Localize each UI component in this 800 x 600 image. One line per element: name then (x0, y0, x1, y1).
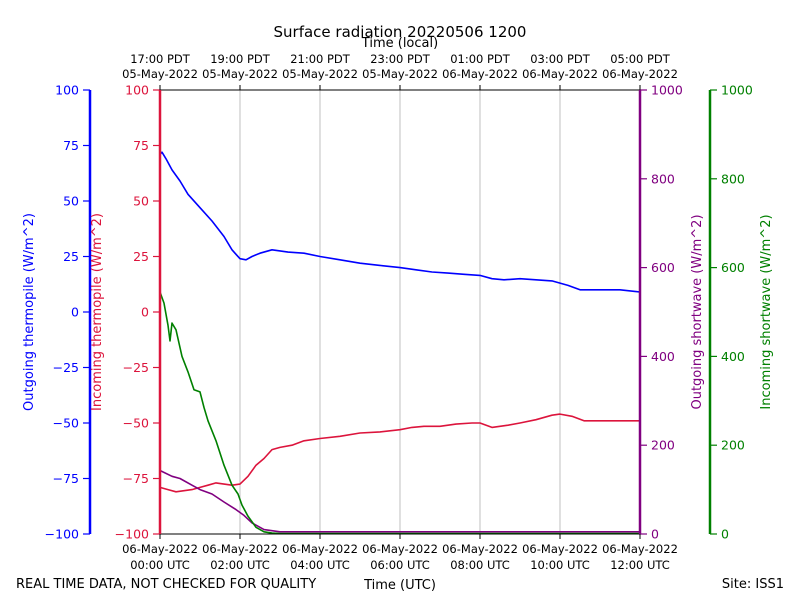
x-tick-label-utc-time: 10:00 UTC (530, 558, 590, 572)
x-tick-label-utc-date: 06-May-2022 (522, 542, 598, 556)
x-tick-label-utc-time: 06:00 UTC (370, 558, 430, 572)
x-tick-label-utc-date: 06-May-2022 (122, 542, 198, 556)
chart-title: Surface radiation 20220506 1200 (274, 23, 527, 41)
y-axis-title-in_sw: Incoming shortwave (W/m^2) (759, 214, 774, 409)
y-tick-label-in_thermo: −75 (123, 471, 149, 486)
y-tick-label-out_thermo: −50 (53, 416, 79, 431)
x-tick-label-local-date: 05-May-2022 (282, 67, 358, 81)
y-tick-label-in_thermo: 100 (125, 83, 149, 98)
grid-lines (239, 90, 561, 534)
x-tick-label-utc-date: 06-May-2022 (442, 542, 518, 556)
y-tick-label-out_thermo: −100 (45, 527, 79, 542)
x-tick-label-local-date: 05-May-2022 (362, 67, 438, 81)
y-axis-title-in_thermo: Incoming thermopile (W/m^2) (90, 213, 105, 411)
y-tick-label-out_thermo: 100 (55, 83, 79, 98)
y-tick-label-out_thermo: −75 (53, 471, 79, 486)
y-tick-label-in_thermo: 25 (133, 249, 149, 264)
x-tick-label-local-time: 01:00 PDT (450, 52, 511, 66)
y-tick-label-in_thermo: 75 (133, 138, 149, 153)
x-tick-label-utc-time: 00:00 UTC (130, 558, 190, 572)
y-tick-label-out_sw: 200 (651, 438, 675, 453)
series-line-out_sw (159, 469, 640, 533)
x-tick-label-local-time: 17:00 PDT (130, 52, 191, 66)
x-tick-layer: 06-May-2022 00:00 UTC 06-May-2022 02:00 UTC… (122, 52, 678, 572)
quality-notice: REAL TIME DATA, NOT CHECKED FOR QUALITY (16, 577, 316, 592)
top-axis-label: Time (local) (361, 36, 438, 51)
x-axis-label: Time (UTC) (363, 578, 436, 593)
y-tick-label-in_sw: 400 (721, 349, 745, 364)
y-tick-label-out_thermo: 25 (63, 249, 79, 264)
y-axis-title-out_thermo: Outgoing thermopile (W/m^2) (22, 213, 37, 411)
x-tick-label-utc-time: 04:00 UTC (290, 558, 350, 572)
x-tick-label-local-date: 05-May-2022 (122, 67, 198, 81)
x-tick-label-local-time: 21:00 PDT (290, 52, 351, 66)
y-tick-label-out_thermo: 50 (63, 194, 79, 209)
x-tick-label-utc-time: 08:00 UTC (450, 558, 510, 572)
x-tick-label-local-date: 06-May-2022 (522, 67, 598, 81)
y-tick-label-in_sw: 1000 (721, 83, 753, 98)
y-tick-label-out_thermo: 75 (63, 138, 79, 153)
y-tick-label-out_thermo: 0 (71, 305, 79, 320)
x-tick-label-utc-time: 12:00 UTC (610, 558, 670, 572)
axes-layer: 100 75 50 25 0 −25 −50 −75 −100 Outgoing thermopi… (22, 83, 774, 542)
x-tick-label-local-date: 06-May-2022 (442, 67, 518, 81)
y-tick-label-in_sw: 800 (721, 171, 745, 186)
y-tick-label-out_sw: 1000 (651, 83, 683, 98)
y-tick-label-out_sw: 400 (651, 349, 675, 364)
x-tick-label-local-time: 23:00 PDT (370, 52, 431, 66)
y-tick-label-out_thermo: −25 (53, 360, 79, 375)
x-tick-label-utc-time: 02:00 UTC (210, 558, 270, 572)
y-tick-label-out_sw: 600 (651, 260, 675, 275)
y-tick-label-in_sw: 600 (721, 260, 745, 275)
x-tick-label-utc-date: 06-May-2022 (202, 542, 278, 556)
y-tick-label-in_thermo: −100 (115, 527, 149, 542)
y-tick-label-out_sw: 0 (651, 527, 659, 542)
x-tick-label-local-date: 05-May-2022 (202, 67, 278, 81)
x-tick-label-utc-date: 06-May-2022 (362, 542, 438, 556)
y-tick-label-in_thermo: 0 (141, 305, 149, 320)
y-tick-label-in_sw: 0 (721, 527, 729, 542)
series-line-out_thermo (159, 151, 641, 293)
y-axis-title-out_sw: Outgoing shortwave (W/m^2) (690, 214, 705, 409)
site-label: Site: ISS1 (722, 577, 784, 592)
y-tick-label-out_sw: 800 (651, 171, 675, 186)
x-tick-label-local-time: 03:00 PDT (530, 52, 591, 66)
x-tick-label-utc-date: 06-May-2022 (282, 542, 358, 556)
y-tick-label-in_sw: 200 (721, 438, 745, 453)
y-tick-label-in_thermo: −25 (123, 360, 149, 375)
series-line-in_thermo (159, 413, 640, 493)
x-tick-label-local-time: 05:00 PDT (610, 52, 671, 66)
x-tick-label-utc-date: 06-May-2022 (602, 542, 678, 556)
x-tick-label-local-date: 06-May-2022 (602, 67, 678, 81)
x-tick-label-local-time: 19:00 PDT (210, 52, 271, 66)
y-tick-label-in_thermo: −50 (123, 416, 149, 431)
y-tick-label-in_thermo: 50 (133, 194, 149, 209)
